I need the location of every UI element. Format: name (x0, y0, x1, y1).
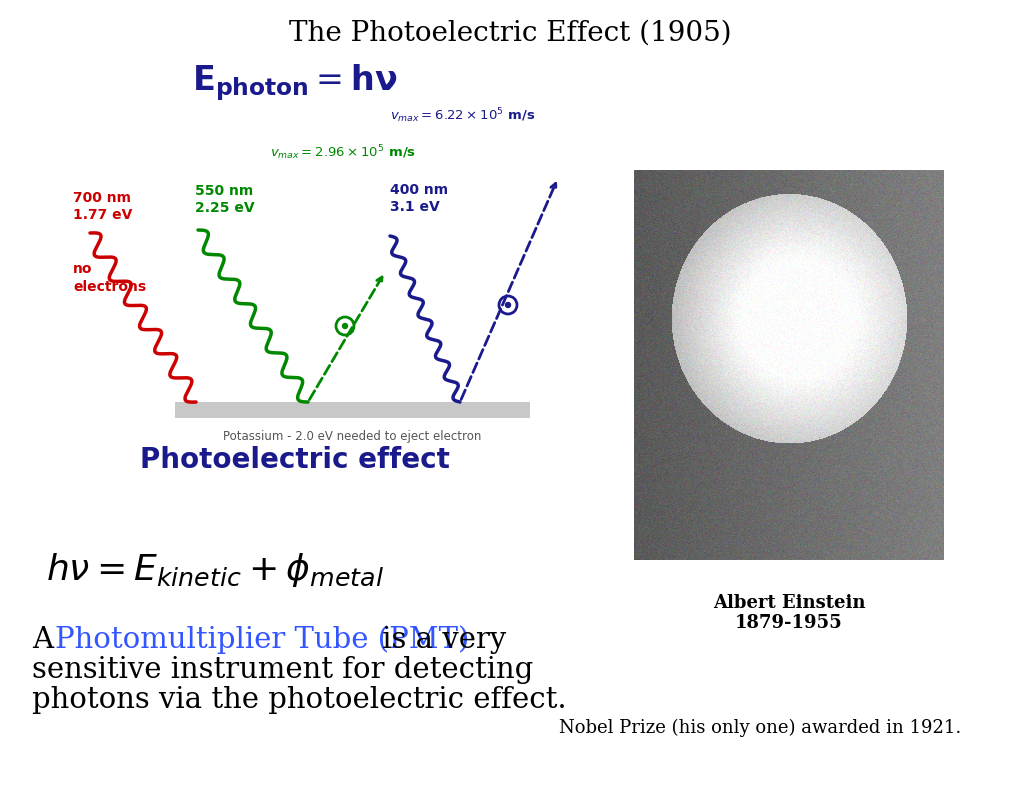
Text: $v_{max} = 2.96\times10^5$ m/s: $v_{max} = 2.96\times10^5$ m/s (270, 143, 416, 162)
Circle shape (505, 303, 510, 307)
Text: 550 nm: 550 nm (195, 184, 253, 198)
Text: is a very: is a very (373, 626, 505, 654)
Text: 2.25 eV: 2.25 eV (195, 201, 255, 215)
Text: Potassium - 2.0 eV needed to eject electron: Potassium - 2.0 eV needed to eject elect… (223, 430, 481, 443)
Text: The Photoelectric Effect (1905): The Photoelectric Effect (1905) (288, 20, 731, 46)
Text: A: A (32, 626, 62, 654)
Text: 1.77 eV: 1.77 eV (73, 208, 132, 222)
Text: photons via the photoelectric effect.: photons via the photoelectric effect. (32, 686, 567, 714)
Text: no
electrons: no electrons (73, 262, 146, 294)
Text: 3.1 eV: 3.1 eV (389, 200, 439, 214)
Text: 400 nm: 400 nm (389, 183, 447, 197)
Text: Albert Einstein: Albert Einstein (712, 594, 864, 612)
Text: Photomultiplier Tube (PMT): Photomultiplier Tube (PMT) (55, 626, 469, 654)
Text: $\mathbf{E}_{\mathbf{photon}} = \mathbf{h\nu}$: $\mathbf{E}_{\mathbf{photon}} = \mathbf{… (193, 62, 397, 103)
Text: sensitive instrument for detecting: sensitive instrument for detecting (32, 656, 533, 684)
Text: $v_{max} = 6.22\times10^5$ m/s: $v_{max} = 6.22\times10^5$ m/s (389, 106, 535, 125)
Text: $h\nu = E_{kinetic} + \phi_{metal}$: $h\nu = E_{kinetic} + \phi_{metal}$ (46, 551, 383, 589)
Text: 700 nm: 700 nm (73, 191, 130, 205)
Text: Nobel Prize (his only one) awarded in 1921.: Nobel Prize (his only one) awarded in 19… (558, 719, 960, 737)
Text: 1879-1955: 1879-1955 (735, 614, 842, 632)
Circle shape (342, 324, 347, 329)
Text: Photoelectric effect: Photoelectric effect (140, 446, 449, 474)
Bar (175, 402, 530, 418)
